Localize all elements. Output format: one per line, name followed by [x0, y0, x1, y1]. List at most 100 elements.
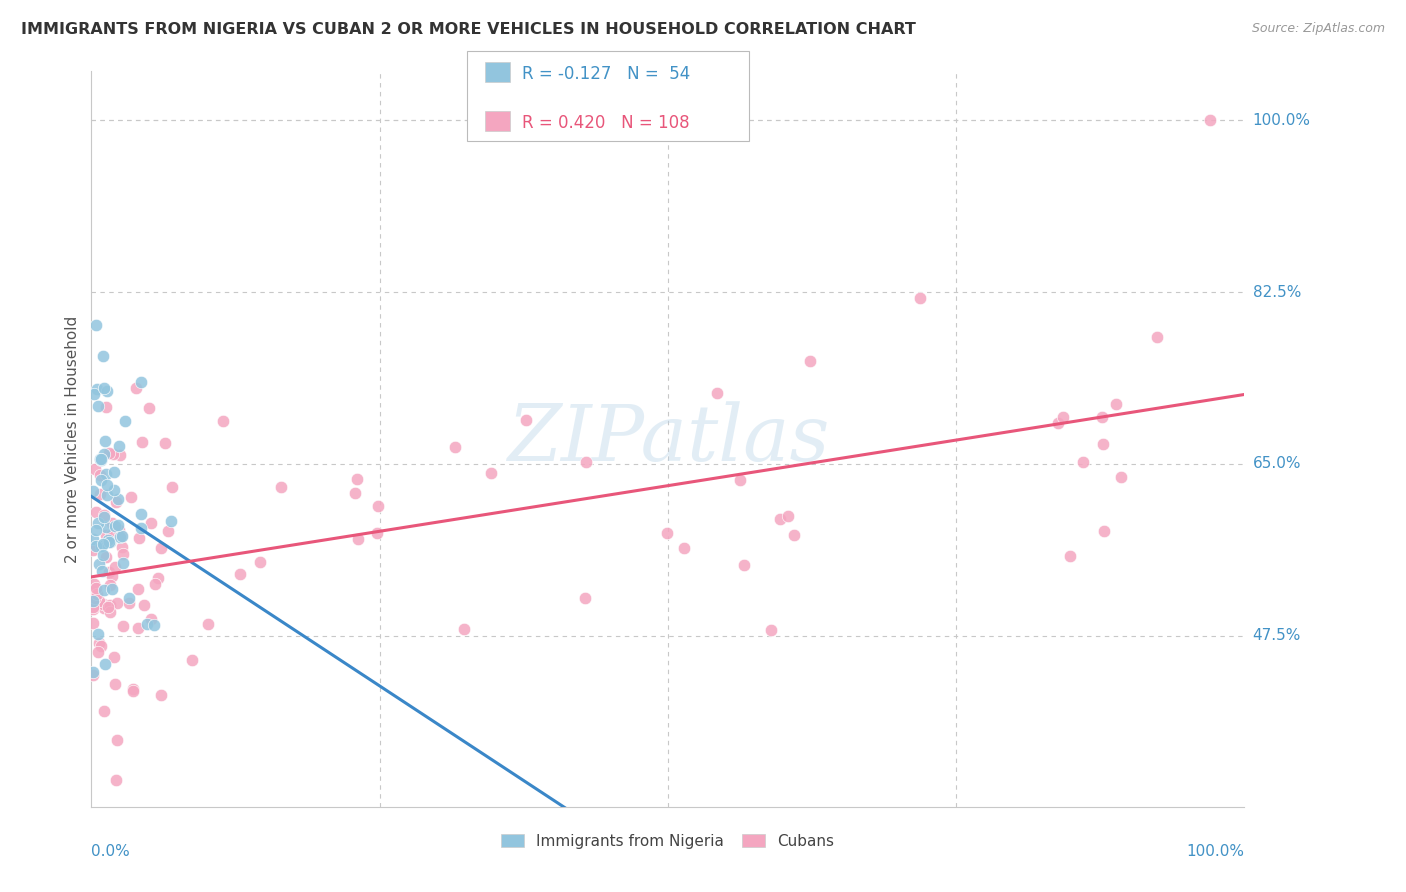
Point	[367, 499, 389, 513]
Point	[82, 483, 104, 498]
Point	[90, 453, 112, 467]
Point	[212, 414, 235, 428]
Point	[139, 612, 162, 626]
Point	[100, 535, 122, 549]
Point	[94, 549, 117, 564]
Point	[87, 594, 110, 608]
Point	[1198, 113, 1220, 128]
Point	[124, 381, 146, 395]
Text: R = -0.127   N =  54: R = -0.127 N = 54	[522, 65, 690, 83]
Point	[93, 508, 115, 523]
Point	[108, 439, 131, 453]
Point	[783, 527, 806, 541]
Point	[122, 681, 145, 696]
Point	[89, 487, 111, 501]
Point	[146, 570, 169, 584]
Point	[104, 677, 127, 691]
Legend: Immigrants from Nigeria, Cubans: Immigrants from Nigeria, Cubans	[495, 828, 841, 855]
Point	[84, 591, 107, 606]
Point	[515, 413, 537, 427]
Text: 47.5%: 47.5%	[1253, 628, 1301, 643]
Point	[728, 473, 751, 487]
Point	[84, 581, 107, 595]
Point	[1105, 397, 1128, 411]
Point	[94, 434, 117, 449]
Point	[90, 473, 112, 487]
Point	[87, 627, 110, 641]
Point	[132, 598, 155, 612]
Point	[82, 602, 104, 616]
Point	[1094, 524, 1116, 539]
Point	[97, 533, 120, 547]
Point	[89, 452, 111, 467]
Text: Source: ZipAtlas.com: Source: ZipAtlas.com	[1251, 22, 1385, 36]
Point	[108, 448, 131, 462]
Point	[1109, 470, 1132, 484]
Point	[121, 684, 143, 698]
Point	[86, 645, 108, 659]
Point	[111, 541, 134, 555]
Point	[94, 657, 117, 672]
Point	[108, 524, 131, 538]
Point	[84, 318, 107, 333]
Point	[111, 529, 134, 543]
Point	[1090, 409, 1112, 424]
Point	[84, 523, 107, 537]
Point	[97, 446, 120, 460]
Point	[94, 528, 117, 542]
Point	[82, 665, 104, 680]
Point	[83, 386, 105, 401]
Text: 65.0%: 65.0%	[1253, 457, 1301, 471]
Point	[129, 375, 152, 389]
Point	[105, 733, 128, 747]
Point	[118, 591, 141, 605]
Point	[142, 617, 165, 632]
Text: 100.0%: 100.0%	[1187, 844, 1244, 859]
Point	[114, 414, 136, 428]
Point	[93, 704, 115, 718]
Point	[910, 291, 932, 305]
Text: 100.0%: 100.0%	[1253, 113, 1310, 128]
Point	[706, 386, 728, 401]
Point	[91, 537, 114, 551]
Point	[346, 472, 368, 486]
Point	[104, 494, 127, 508]
Point	[111, 557, 134, 571]
Point	[98, 565, 121, 579]
Point	[94, 400, 117, 414]
Point	[93, 582, 115, 597]
Point	[153, 435, 176, 450]
Point	[98, 577, 121, 591]
Point	[138, 401, 160, 416]
Point	[103, 483, 125, 497]
Point	[131, 434, 153, 449]
Point	[87, 399, 110, 413]
Point	[94, 520, 117, 534]
Point	[1052, 410, 1074, 425]
Point	[101, 582, 124, 597]
Point	[82, 599, 104, 614]
Point	[181, 653, 204, 667]
Point	[1059, 549, 1081, 563]
Point	[96, 478, 118, 492]
Point	[799, 354, 821, 368]
Point	[733, 558, 755, 572]
Point	[93, 349, 115, 363]
Point	[87, 516, 110, 530]
Point	[104, 560, 127, 574]
Point	[270, 480, 292, 494]
Point	[93, 509, 115, 524]
Point	[143, 577, 166, 591]
Point	[1092, 437, 1115, 451]
Point	[249, 555, 271, 569]
Point	[83, 462, 105, 476]
Text: IMMIGRANTS FROM NIGERIA VS CUBAN 2 OR MORE VEHICLES IN HOUSEHOLD CORRELATION CHA: IMMIGRANTS FROM NIGERIA VS CUBAN 2 OR MO…	[21, 22, 915, 37]
Point	[82, 532, 104, 546]
Point	[93, 601, 115, 615]
Point	[83, 591, 105, 605]
Point	[111, 548, 134, 562]
Point	[105, 772, 128, 787]
Point	[105, 596, 128, 610]
Text: R = 0.420   N = 108: R = 0.420 N = 108	[522, 114, 689, 132]
Point	[89, 635, 111, 649]
